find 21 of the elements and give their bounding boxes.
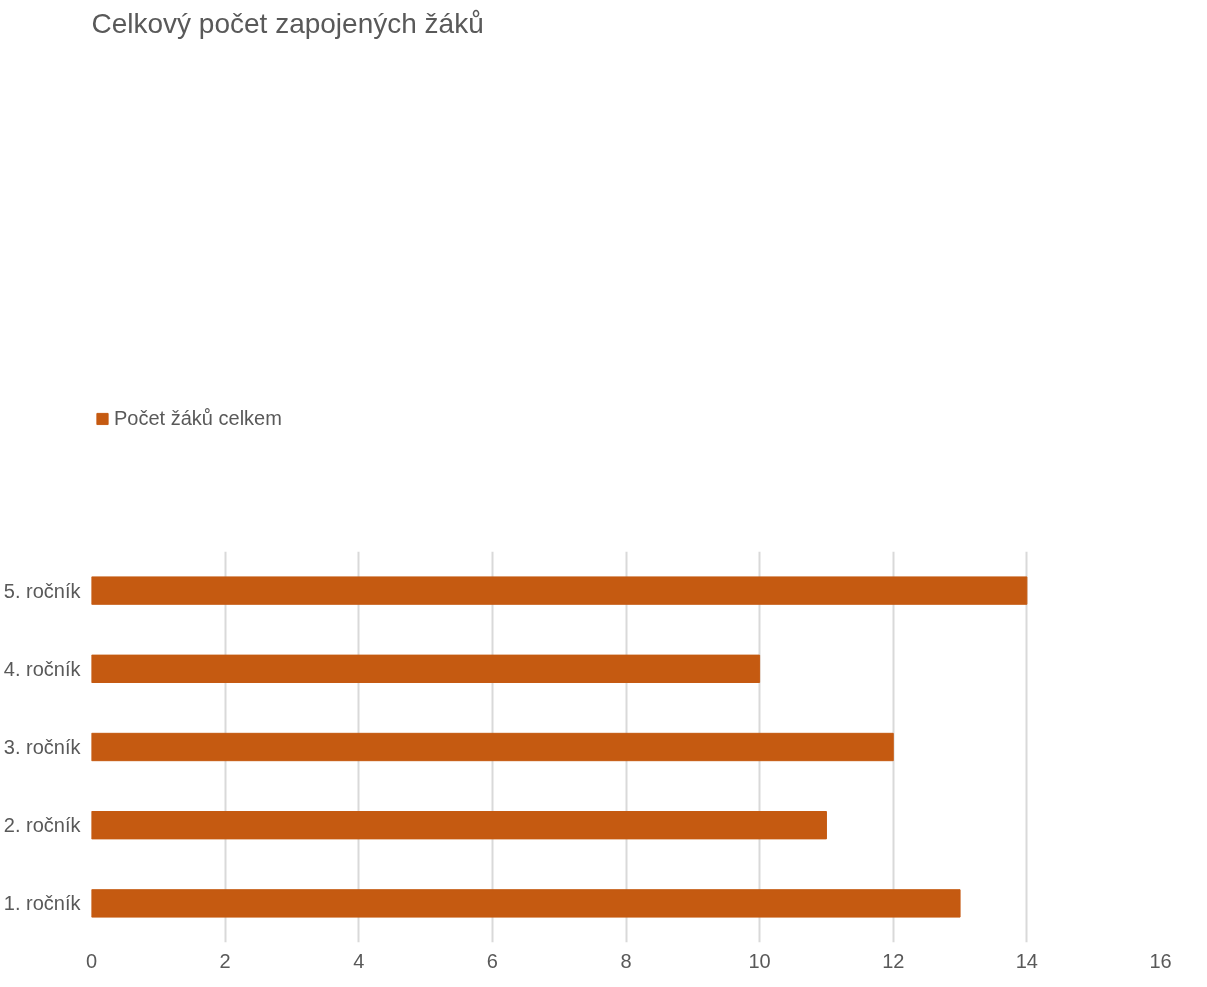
- x-tick-label: 6: [486, 949, 498, 972]
- bar: [91, 576, 1028, 605]
- x-tick-label: 8: [620, 949, 632, 972]
- x-tick-label: 2: [219, 949, 231, 972]
- x-tick-label: 10: [748, 949, 771, 972]
- x-tick-label: 16: [1149, 949, 1172, 972]
- y-tick-label: 2. ročník: [3, 814, 82, 837]
- bar: [91, 889, 961, 918]
- chart-title: Celkový počet zapojených žáků: [91, 7, 484, 39]
- bar: [91, 732, 894, 762]
- legend-label: Počet žáků celkem: [114, 406, 282, 430]
- y-tick-label: 3. ročník: [3, 736, 82, 758]
- bar: [91, 654, 761, 683]
- x-tick-label: 4: [353, 949, 365, 972]
- x-tick-label: 12: [882, 949, 905, 972]
- y-tick-label: 4. ročník: [3, 657, 82, 680]
- x-tick-label: 0: [85, 949, 98, 972]
- y-tick-label: 5. ročník: [3, 579, 82, 602]
- bar: [91, 811, 827, 840]
- x-tick-label: 14: [1015, 949, 1038, 972]
- y-tick-label: 1. ročník: [3, 892, 82, 915]
